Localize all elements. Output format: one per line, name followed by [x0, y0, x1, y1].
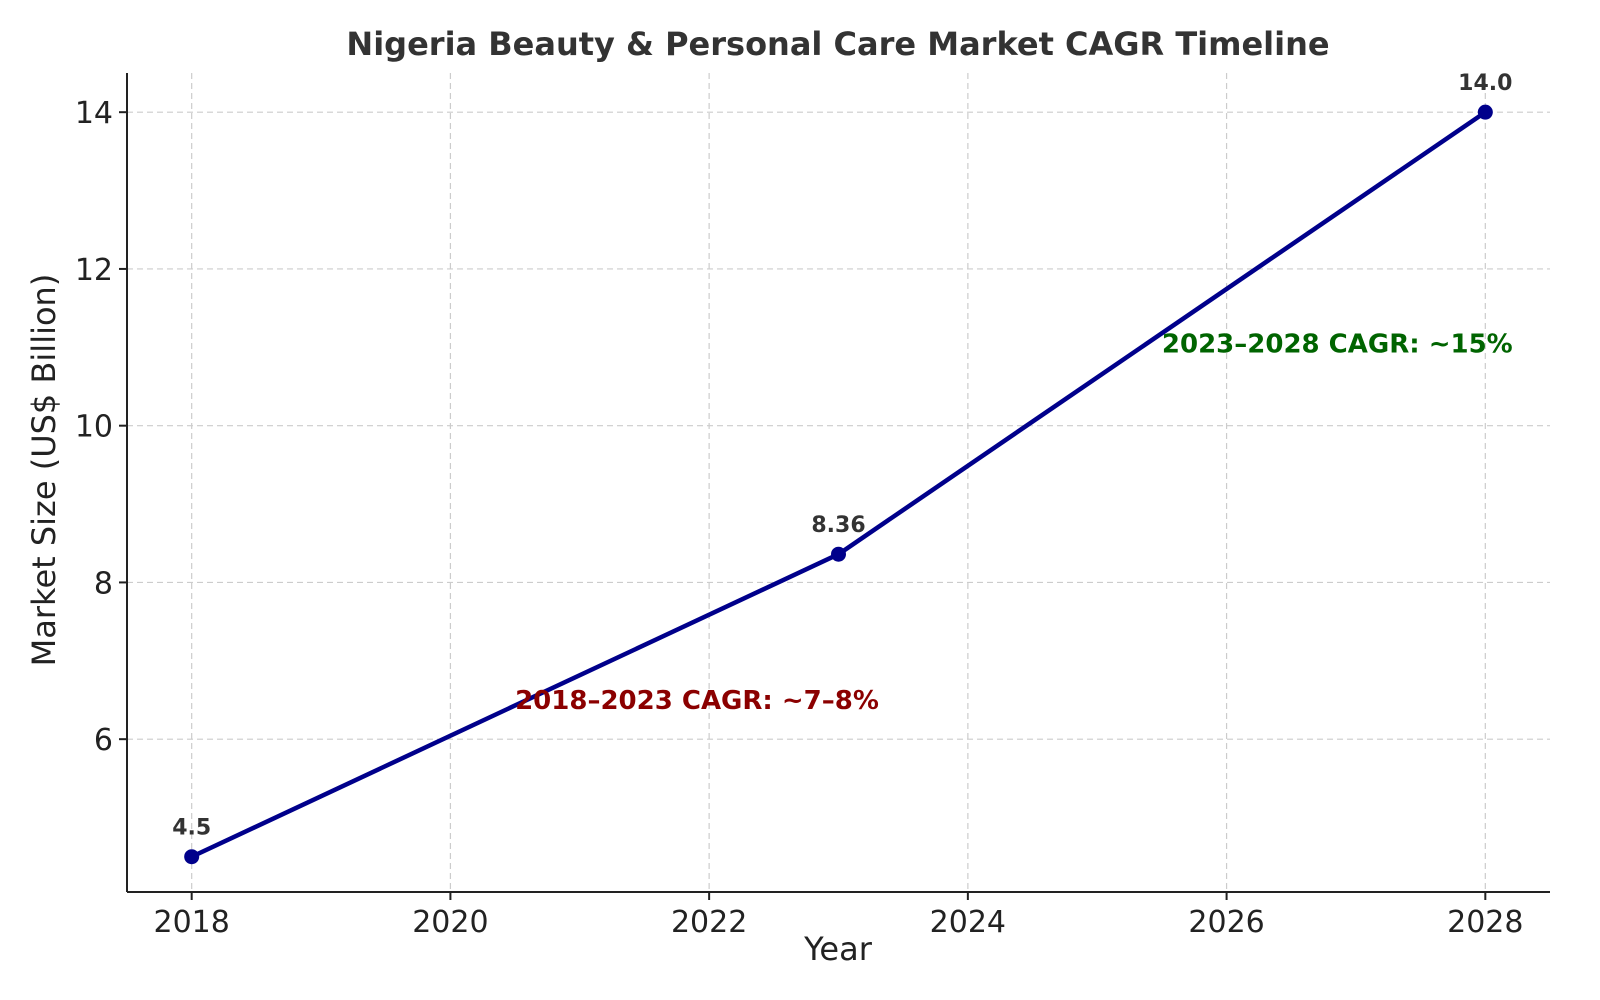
x-tick-label-2020: 2020 — [412, 905, 488, 940]
annotation-1: 2023–2028 CAGR: ~15% — [1162, 329, 1513, 359]
data-label-2018: 4.5 — [172, 816, 211, 841]
series-line-0 — [189, 109, 1488, 859]
series-layer — [184, 104, 1493, 865]
data-point-2028 — [1477, 104, 1493, 120]
x-tick-label-2026: 2026 — [1188, 905, 1264, 940]
axes — [126, 73, 1550, 893]
y-axis-ticks: 6 8 10 12 14 — [75, 96, 127, 758]
y-tick-label-10: 10 — [75, 410, 113, 445]
x-tick-label-2018: 2018 — [154, 905, 230, 940]
data-label-2028: 14.0 — [1458, 71, 1512, 96]
x-axis-label: Year — [803, 930, 873, 968]
data-label-2023: 8.36 — [811, 513, 865, 538]
y-axis-label: Market Size (US$ Billion) — [25, 274, 63, 667]
y-tick-label-8: 8 — [94, 566, 113, 601]
x-tick-label-2022: 2022 — [671, 905, 747, 940]
data-point-2018 — [184, 849, 200, 865]
data-point-2023 — [831, 546, 846, 562]
annotations: 2018–2023 CAGR: ~7–8% 2023–2028 CAGR: ~15… — [515, 329, 1513, 716]
y-tick-label-6: 6 — [94, 723, 113, 758]
y-tick-label-12: 12 — [75, 253, 113, 288]
grid — [127, 73, 1550, 892]
data-labels: 4.5 8.36 14.0 — [172, 71, 1512, 841]
y-tick-label-14: 14 — [75, 96, 113, 131]
x-tick-label-2028: 2028 — [1447, 905, 1523, 940]
x-axis-ticks: 2018 2020 2022 2024 2026 2028 — [154, 892, 1523, 940]
x-tick-label-2024: 2024 — [930, 905, 1006, 940]
chart-title: Nigeria Beauty & Personal Care Market CA… — [346, 25, 1329, 63]
annotation-0: 2018–2023 CAGR: ~7–8% — [515, 686, 879, 716]
